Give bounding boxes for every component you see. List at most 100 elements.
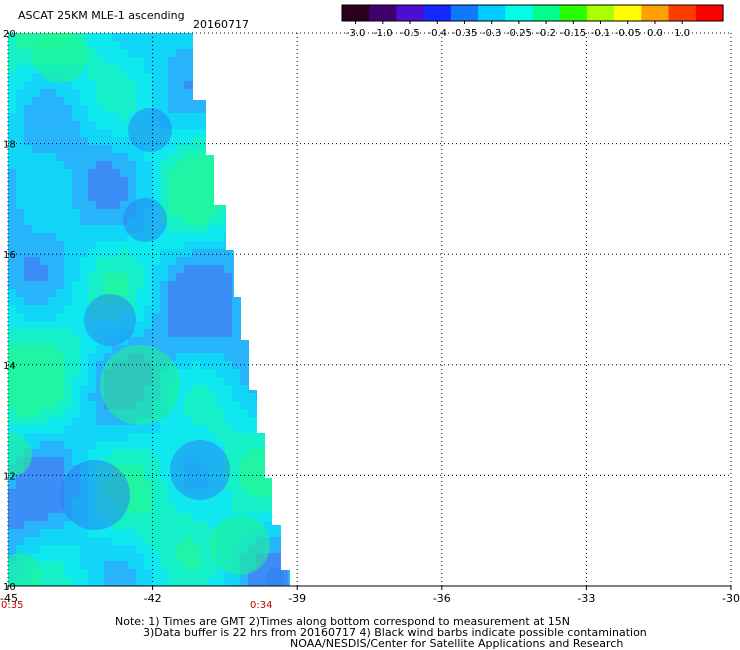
colorbar-swatch [668,5,697,21]
swath-cell [272,145,281,154]
swath-cell [32,249,41,258]
swath-cell [248,73,257,82]
swath-cell [248,417,257,426]
swath-patch [32,33,88,83]
swath-cell [200,369,209,378]
swath-cell [240,577,249,586]
swath-cell [232,441,241,450]
swath-cell [152,289,161,298]
swath-cell [32,257,41,266]
swath-cell [152,313,161,322]
swath-cell [160,473,169,482]
swath-cell [16,225,25,234]
swath-cell [192,193,201,202]
swath-cell [264,521,273,530]
swath-cell [16,281,25,290]
swath-cell [288,97,290,106]
swath-cell [144,169,153,178]
swath-cell [96,353,105,362]
swath-cell [24,313,33,322]
swath-cell [48,273,57,282]
swath-cell [240,113,249,122]
swath-cell [152,57,161,66]
swath-cell [72,345,81,354]
swath-cell [176,577,185,586]
swath-cell [176,49,185,58]
swath-cell [48,241,57,250]
swath-cell [120,65,129,74]
swath-cell [136,529,145,538]
swath-cell [168,65,177,74]
swath-cell [40,393,49,402]
swath-cell [192,497,201,506]
swath-cell [272,449,281,458]
swath-cell [40,441,49,450]
swath-cell [256,161,265,170]
swath-cell [176,385,185,394]
swath-cell [56,337,65,346]
swath-cell [208,113,217,122]
swath-cell [128,105,137,114]
swath-cell [192,577,201,586]
swath-cell [16,233,25,242]
swath-cell [16,73,25,82]
swath-cell [80,81,89,90]
swath-cell [288,305,290,314]
swath-cell [80,89,89,98]
swath-cell [48,145,57,154]
swath-cell [192,73,201,82]
swath-cell [88,265,97,274]
swath-cell [264,281,273,290]
swath-cell [32,305,41,314]
swath-cell [248,489,257,498]
swath-cell [256,313,265,322]
swath-cell [232,145,241,154]
swath-cell [64,465,73,474]
swath-cell [8,249,17,258]
swath-cell [120,57,129,66]
swath-cell [280,121,289,130]
x-tick-label: -36 [433,592,451,605]
swath-cell [96,561,105,570]
swath-cell [256,489,265,498]
swath-cell [16,33,25,42]
swath-cell [112,33,121,42]
swath-cell [224,193,233,202]
swath-cell [48,473,57,482]
colorbar-label: -3.0 [346,28,366,39]
swath-cell [264,377,273,386]
swath-cell [112,169,121,178]
swath-cell [72,177,81,186]
swath-cell [264,169,273,178]
swath-cell [144,441,153,450]
swath-cell [216,417,225,426]
swath-cell [96,73,105,82]
swath-cell [112,153,121,162]
swath-cell [48,201,57,210]
colorbar-swatch [342,5,370,21]
swath-cell [192,249,201,258]
swath-cell [288,297,290,306]
swath-cell [120,49,129,58]
swath-cell [240,289,249,298]
swath-cell [136,273,145,282]
swath-cell [264,449,273,458]
swath-cell [144,337,153,346]
swath-cell [216,297,225,306]
swath-cell [72,401,81,410]
swath-cell [136,521,145,530]
swath-cell [168,57,177,66]
swath-cell [16,289,25,298]
swath-cell [280,161,289,170]
swath-cell [152,505,161,514]
swath-cell [160,329,169,338]
swath-cell [192,505,201,514]
swath-cell [288,81,290,90]
swath-cell [240,209,249,218]
swath-cell [224,57,233,66]
swath-cell [136,449,145,458]
swath-cell [88,449,97,458]
swath-cell [248,569,257,578]
swath-cell [152,81,161,90]
swath-cell [144,489,153,498]
